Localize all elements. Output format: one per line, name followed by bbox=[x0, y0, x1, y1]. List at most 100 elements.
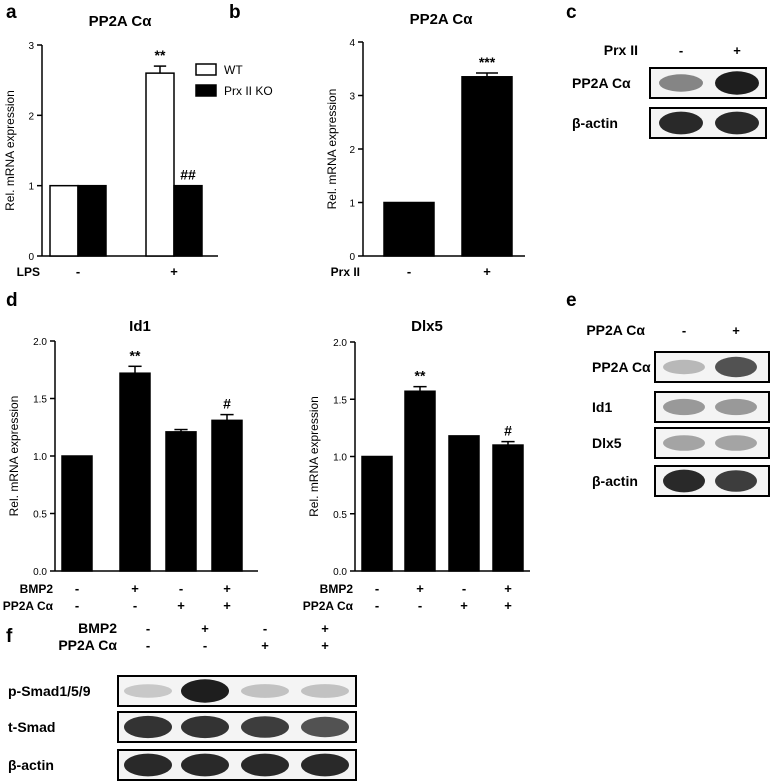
blot-condition-label: BMP2 bbox=[78, 620, 117, 636]
condition-sign: + bbox=[483, 264, 491, 279]
bar bbox=[448, 435, 480, 572]
condition-sign: - bbox=[407, 264, 411, 279]
blot-band bbox=[659, 111, 703, 135]
blot-band bbox=[659, 74, 703, 92]
bar bbox=[165, 431, 197, 572]
condition-sign: - bbox=[375, 581, 379, 596]
panel-label-f: f bbox=[6, 626, 13, 647]
y-tick-label: 3 bbox=[28, 41, 34, 52]
condition-sign: - bbox=[76, 264, 80, 279]
condition-sign: - bbox=[133, 598, 137, 613]
y-tick-label: 1.5 bbox=[33, 395, 47, 406]
blot-row-label: t-Smad bbox=[8, 719, 55, 735]
condition-label: PP2A Cα bbox=[3, 599, 54, 613]
blot-band bbox=[301, 716, 349, 738]
bar bbox=[119, 372, 151, 572]
blot-row-label: PP2A Cα bbox=[592, 359, 651, 375]
blot-condition-sign: - bbox=[146, 638, 150, 653]
blot-row-label: Id1 bbox=[592, 399, 612, 415]
condition-sign: - bbox=[418, 598, 422, 613]
blot-band bbox=[124, 715, 172, 739]
blot-row-label: β-actin bbox=[592, 473, 638, 489]
condition-sign: + bbox=[223, 581, 231, 596]
significance-label: # bbox=[223, 396, 231, 412]
y-tick-label: 2.0 bbox=[33, 337, 47, 348]
condition-label: LPS bbox=[17, 265, 40, 279]
y-tick-label: 2 bbox=[349, 145, 355, 156]
condition-sign: + bbox=[223, 598, 231, 613]
bar bbox=[361, 455, 393, 572]
blot-condition-sign: + bbox=[733, 43, 741, 58]
blot-band bbox=[181, 715, 229, 739]
condition-label: Prx II bbox=[331, 265, 360, 279]
blot-band bbox=[181, 753, 229, 777]
panel-label-c: c bbox=[566, 2, 577, 23]
chart-title: PP2A Cα bbox=[410, 11, 474, 28]
blot-condition-sign: - bbox=[146, 621, 150, 636]
significance-label: ## bbox=[180, 167, 196, 183]
blot-condition-sign: - bbox=[682, 323, 686, 338]
bar bbox=[461, 76, 513, 257]
bar bbox=[49, 184, 79, 257]
y-tick-label: 0.5 bbox=[33, 510, 47, 521]
blot-band bbox=[715, 398, 757, 416]
legend-entry: WT bbox=[224, 63, 243, 77]
blot-condition-label: PP2A Cα bbox=[586, 322, 645, 338]
panel-label-e: e bbox=[566, 290, 577, 311]
blot-band bbox=[241, 716, 289, 738]
blot-condition-label: Prx II bbox=[604, 42, 638, 58]
y-tick-label: 4 bbox=[349, 38, 355, 49]
condition-sign: + bbox=[504, 598, 512, 613]
blot-band bbox=[124, 753, 172, 777]
y-tick-label: 1 bbox=[349, 199, 355, 210]
blot-band bbox=[241, 684, 289, 698]
significance-label: *** bbox=[479, 54, 496, 70]
y-tick-label: 1.5 bbox=[333, 395, 347, 406]
significance-label: ** bbox=[155, 47, 166, 63]
bar bbox=[404, 390, 436, 572]
bar bbox=[77, 184, 107, 257]
blot-band bbox=[715, 356, 757, 378]
blot-band bbox=[715, 470, 757, 492]
condition-sign: - bbox=[75, 581, 79, 596]
condition-sign: + bbox=[504, 581, 512, 596]
bar bbox=[173, 184, 203, 257]
legend-swatch bbox=[195, 63, 217, 76]
blot-band bbox=[663, 435, 705, 451]
panel-label-b: b bbox=[229, 2, 241, 23]
significance-label: # bbox=[504, 423, 512, 439]
blot-condition-sign: + bbox=[201, 621, 209, 636]
blot-condition-sign: - bbox=[679, 43, 683, 58]
legend-entry: Prx II KO bbox=[224, 84, 273, 98]
blot-row-label: β-actin bbox=[572, 115, 618, 131]
y-tick-label: 0 bbox=[28, 252, 34, 263]
blot-condition-sign: + bbox=[261, 638, 269, 653]
blot-condition-sign: + bbox=[321, 621, 329, 636]
y-tick-label: 0 bbox=[349, 252, 355, 263]
blot-condition-sign: + bbox=[321, 638, 329, 653]
bar bbox=[383, 201, 435, 257]
y-tick-label: 2 bbox=[28, 111, 34, 122]
bar bbox=[61, 455, 93, 572]
y-tick-label: 1.0 bbox=[33, 452, 47, 463]
panel-label-d: d bbox=[6, 290, 18, 311]
y-tick-label: 0.5 bbox=[333, 510, 347, 521]
condition-label: BMP2 bbox=[320, 582, 354, 596]
y-tick-label: 2.0 bbox=[333, 338, 347, 349]
bar bbox=[211, 419, 243, 572]
condition-sign: - bbox=[462, 581, 466, 596]
blot-band bbox=[663, 359, 705, 375]
blot-band bbox=[715, 111, 759, 135]
condition-label: BMP2 bbox=[20, 582, 54, 596]
y-axis-label: Rel. mRNA expression bbox=[325, 89, 339, 210]
blot-band bbox=[663, 398, 705, 416]
chart-title: PP2A Cα bbox=[89, 13, 153, 30]
condition-sign: + bbox=[177, 598, 185, 613]
significance-label: ** bbox=[130, 347, 141, 363]
blot-row-label: β-actin bbox=[8, 757, 54, 773]
blot-condition-label: PP2A Cα bbox=[58, 637, 117, 653]
condition-sign: + bbox=[416, 581, 424, 596]
y-axis-label: Rel. mRNA expression bbox=[7, 396, 21, 517]
y-tick-label: 0.0 bbox=[33, 567, 47, 578]
